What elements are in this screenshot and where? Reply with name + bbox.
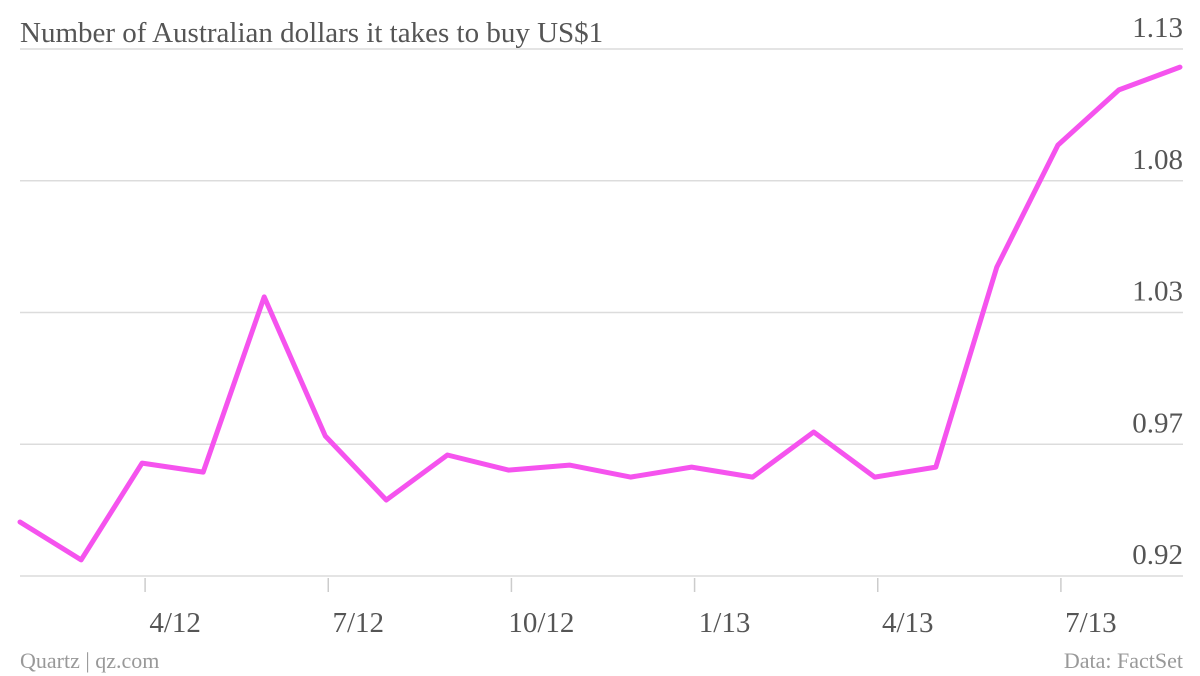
x-tick-label: 1/13 [699,607,751,639]
x-tick-label: 7/13 [1065,607,1117,639]
x-tick-label: 10/12 [508,607,574,639]
chart-title: Number of Australian dollars it takes to… [20,17,603,49]
y-tick-label: 1.13 [1132,12,1183,44]
x-tick-label: 4/12 [149,607,201,639]
y-tick-label: 1.03 [1132,276,1183,308]
y-tick-label: 0.97 [1132,407,1183,439]
data-line [17,64,1183,563]
credit: Quartz | qz.com [20,648,159,673]
y-tick-label: 1.08 [1132,144,1183,176]
y-tick-label: 0.92 [1132,539,1183,571]
x-tick-label: 7/12 [332,607,384,639]
source: Data: FactSet [1064,648,1183,673]
x-tick-label: 4/13 [882,607,934,639]
